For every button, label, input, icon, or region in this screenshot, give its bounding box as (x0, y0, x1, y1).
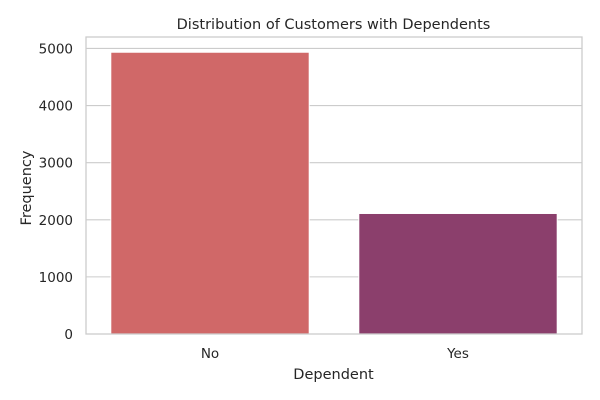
y-tick-label: 4000 (39, 99, 73, 115)
bar-yes (358, 212, 558, 335)
y-tick-label: 1000 (39, 270, 73, 286)
bar-no (110, 51, 310, 335)
y-axis-label: Frequency (19, 150, 35, 225)
x-tick-label: Yes (446, 346, 469, 362)
x-tick-labels: No Yes (201, 346, 469, 362)
y-tick-label: 2000 (39, 213, 73, 229)
x-tick-label: No (201, 346, 219, 362)
bars (110, 51, 558, 335)
x-axis-label: Dependent (293, 367, 374, 383)
y-tick-label: 5000 (39, 41, 73, 57)
y-tick-label: 3000 (39, 156, 73, 172)
y-tick-label: 0 (64, 327, 73, 343)
plot-frame (85, 36, 583, 335)
chart-title: Distribution of Customers with Dependent… (177, 17, 491, 33)
y-tick-labels: 0 1000 2000 3000 4000 5000 (39, 41, 73, 343)
